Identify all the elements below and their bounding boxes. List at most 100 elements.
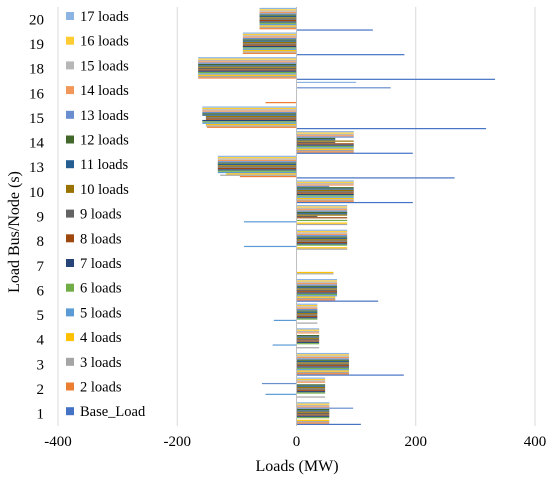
- bar-node-20-series-8: [259, 19, 297, 22]
- bar-node-15-series-5: [202, 122, 297, 124]
- bar-node-19-series-3: [242, 51, 297, 53]
- legend-label-2: 2 loads: [80, 380, 122, 396]
- bar-node-19-series-10: [242, 41, 297, 44]
- bar-node-6-series-1: [296, 300, 379, 302]
- bar-node-19-series-12: [242, 39, 297, 41]
- legend-label-5: 5 loads: [80, 305, 122, 321]
- bar-node-10-series-16: [296, 181, 354, 183]
- bar-node-2-series-7: [296, 391, 326, 393]
- legend-swatch-5: [66, 308, 74, 317]
- legend-swatch-6: [66, 283, 74, 292]
- bar-node-1-series-1: [296, 423, 361, 425]
- bar-node-9-series-12: [296, 211, 348, 213]
- bar-node-3-series-4: [296, 370, 349, 372]
- bar-node-8-series-16: [296, 231, 348, 233]
- bar-node-16-series-2: [265, 102, 297, 104]
- legend-swatch-15: [66, 61, 74, 70]
- bar-node-20-series-1: [296, 29, 373, 31]
- bar-node-13-series-2: [239, 175, 297, 178]
- bar-node-10-series-1: [296, 201, 413, 204]
- bar-node-6-series-15: [296, 281, 338, 283]
- bar-node-6-series-6: [296, 293, 338, 296]
- bar-node-18-series-3: [198, 76, 297, 78]
- bar-node-8-series-15: [296, 232, 348, 234]
- bar-node-6-series-16: [296, 280, 338, 282]
- bar-node-5-series-13: [296, 309, 318, 311]
- bar-node-18-series-2: [198, 77, 297, 79]
- bar-node-20-series-15: [259, 10, 297, 12]
- bar-node-7-series-3: [296, 273, 334, 275]
- bar-node-15-series-9: [205, 117, 297, 119]
- bar-node-13-series-4: [226, 173, 297, 175]
- bar-node-18-series-5: [198, 73, 297, 75]
- bar-node-8-series-9: [296, 240, 348, 242]
- y-tick-label-20: 20: [29, 12, 44, 28]
- bars: [198, 7, 496, 425]
- gridlines: [57, 7, 536, 426]
- bar-node-14-series-9: [296, 141, 336, 144]
- y-tick-label-18: 18: [29, 62, 44, 78]
- bar-node-18-series-6: [198, 71, 297, 74]
- bar-node-5-series-8: [296, 315, 318, 317]
- bar-node-19-series-5: [242, 48, 297, 50]
- bar-node-10-series-9: [296, 191, 354, 193]
- y-tick-label-6: 6: [37, 283, 45, 299]
- bar-node-10-series-7: [296, 193, 354, 196]
- x-tick-label-400: 400: [524, 434, 547, 450]
- y-tick-label-2: 2: [37, 382, 45, 398]
- bar-node-10-series-12: [296, 187, 354, 189]
- bar-node-14-series-2: [296, 151, 354, 153]
- bar-node-8-series-5: [244, 245, 297, 248]
- y-tick-label-7: 7: [37, 259, 45, 275]
- bar-node-5-series-15: [296, 306, 318, 308]
- bar-node-18-series-14: [198, 61, 297, 63]
- bar-node-3-series-11: [296, 361, 349, 363]
- bar-node-14-series-16: [296, 132, 354, 134]
- bar-node-9-series-16: [296, 206, 348, 208]
- bar-node-1-series-7: [296, 415, 330, 417]
- bar-node-5-series-5: [273, 319, 297, 322]
- bar-node-10-series-2: [296, 200, 354, 202]
- bar-node-2-series-15: [296, 380, 326, 382]
- y-tick-label-16: 16: [29, 86, 45, 102]
- bar-node-14-series-5: [296, 147, 354, 149]
- legend-swatch-7: [66, 259, 74, 267]
- bar-node-20-series-17: [259, 7, 297, 10]
- bar-node-13-series-7: [217, 169, 297, 171]
- bar-node-1-series-6: [296, 417, 330, 419]
- bar-node-20-series-13: [259, 13, 297, 15]
- bar-node-19-series-1: [296, 54, 405, 56]
- bar-node-9-series-14: [296, 209, 348, 211]
- bar-node-2-series-16: [296, 378, 326, 381]
- bar-node-14-series-14: [296, 135, 354, 137]
- y-axis-title: Load Bus/Node (s): [6, 171, 23, 293]
- bar-node-3-series-3: [296, 371, 349, 373]
- legend-label-10: 10 loads: [80, 182, 129, 198]
- y-tick-label-3: 3: [37, 357, 45, 373]
- bar-node-6-series-4: [296, 296, 336, 298]
- bar-node-14-series-15: [296, 133, 354, 135]
- bar-node-20-series-5: [259, 24, 297, 26]
- bar-node-18-series-12: [198, 63, 297, 66]
- bar-node-1-series-16: [296, 403, 330, 405]
- bar-node-10-series-6: [296, 195, 354, 197]
- bar-node-5-series-11: [296, 311, 318, 313]
- y-tick-label-9: 9: [37, 210, 45, 226]
- bar-node-19-series-17: [242, 32, 297, 34]
- bar-node-6-series-2: [296, 299, 336, 301]
- legend-label-7: 7 loads: [80, 256, 122, 272]
- bar-node-15-series-13: [202, 111, 297, 114]
- bar-node-15-series-7: [202, 119, 297, 122]
- bar-node-2-series-8: [296, 389, 326, 391]
- legend-label-3: 3 loads: [80, 355, 122, 371]
- bar-node-2-series-11: [296, 385, 326, 387]
- bar-node-5-series-10: [296, 313, 318, 315]
- bar-node-9-series-9: [296, 215, 318, 218]
- y-tick-label-15: 15: [29, 111, 44, 127]
- bar-node-9-series-17: [296, 205, 348, 207]
- bar-node-10-series-5: [296, 196, 354, 198]
- bar-node-14-series-8: [296, 143, 354, 145]
- bar-node-6-series-8: [296, 291, 338, 293]
- bar-node-9-series-4: [296, 222, 348, 224]
